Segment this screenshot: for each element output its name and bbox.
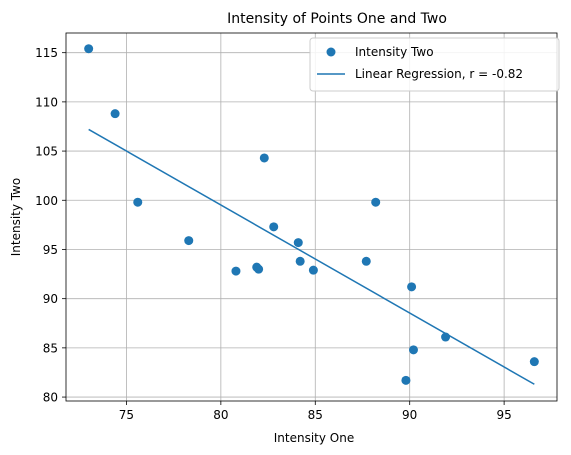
data-point <box>184 236 194 246</box>
regression-line-group <box>88 128 535 385</box>
y-axis-ticks: 80 85 90 95 100 105 110 115 <box>35 46 66 405</box>
data-point <box>295 256 305 266</box>
data-point <box>259 153 269 163</box>
data-point <box>401 375 411 385</box>
y-axis-label: Intensity Two <box>9 178 23 257</box>
chart-title: Intensity of Points One and Two <box>227 11 447 27</box>
y-tick-label: 115 <box>35 46 58 60</box>
data-point <box>269 222 279 232</box>
legend-label-regression: Linear Regression, r = -0.82 <box>355 67 523 81</box>
x-tick-label: 95 <box>496 408 511 422</box>
plot-area-frame <box>65 32 558 402</box>
x-tick-label: 75 <box>119 408 134 422</box>
y-tick-label: 105 <box>35 145 58 159</box>
data-point <box>110 109 120 119</box>
data-point <box>293 238 303 248</box>
data-point <box>529 357 539 367</box>
x-tick-label: 90 <box>402 408 417 422</box>
x-tick-label: 80 <box>213 408 228 422</box>
data-point <box>371 197 381 207</box>
y-tick-label: 95 <box>43 243 58 257</box>
x-axis-ticks: 75 80 85 90 95 <box>119 401 512 422</box>
scatter-points <box>84 44 539 385</box>
legend: Intensity Two Linear Regression, r = -0.… <box>309 37 560 92</box>
x-tick-label: 85 <box>308 408 323 422</box>
y-tick-label: 80 <box>43 391 58 405</box>
legend-box <box>309 37 560 92</box>
regression-line <box>88 128 535 385</box>
data-point <box>254 264 264 274</box>
data-point <box>231 266 241 276</box>
y-tick-label: 100 <box>35 194 58 208</box>
data-point <box>133 197 143 207</box>
y-tick-label: 110 <box>35 95 58 109</box>
data-point <box>84 44 94 54</box>
legend-marker-scatter <box>326 47 336 57</box>
data-point <box>441 332 451 342</box>
data-point <box>361 256 371 266</box>
legend-label-intensity-two: Intensity Two <box>355 45 434 59</box>
data-point <box>308 265 318 275</box>
y-tick-label: 90 <box>43 292 58 306</box>
x-axis-label: Intensity One <box>274 431 354 445</box>
data-point <box>407 282 417 292</box>
data-point <box>408 345 418 355</box>
y-tick-label: 85 <box>43 341 58 355</box>
